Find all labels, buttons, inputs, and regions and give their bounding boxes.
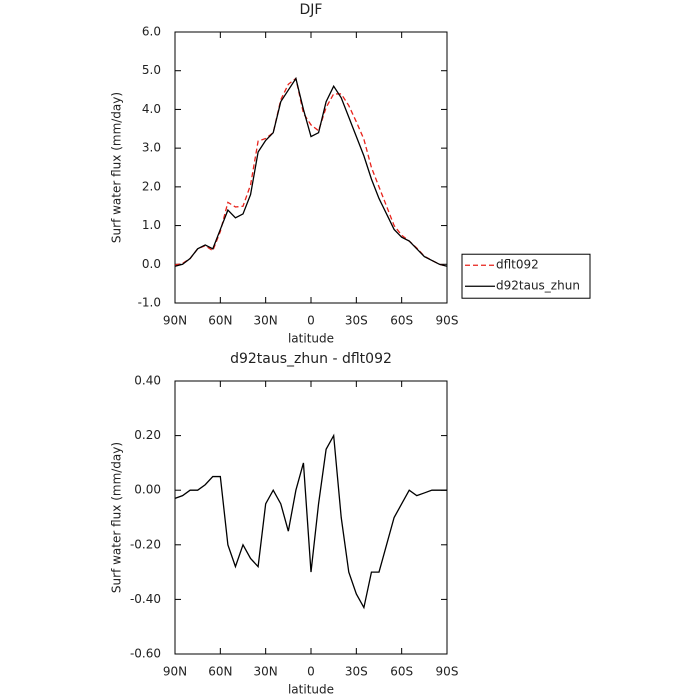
chart-title: DJF <box>300 2 323 18</box>
chart-title: d92taus_zhun - dflt092 <box>230 351 392 367</box>
y-tick-label: 5.0 <box>142 63 161 77</box>
y-tick-label: -0.60 <box>130 647 161 661</box>
y-tick-label: 2.0 <box>142 179 161 193</box>
x-tick-label: 0 <box>307 314 315 328</box>
x-axis-label: latitude <box>288 683 334 697</box>
x-tick-label: 90N <box>163 314 187 328</box>
data-line <box>174 433 447 610</box>
x-tick-label: 60S <box>390 665 413 679</box>
x-tick-label: 30S <box>345 665 368 679</box>
y-tick-label: 6.0 <box>142 25 161 39</box>
x-tick-label: 60N <box>208 314 232 328</box>
data-line <box>174 76 448 267</box>
x-tick-label: 90N <box>163 665 187 679</box>
x-tick-label: 30N <box>254 314 278 328</box>
y-axis-label: Surf water flux (mm/day) <box>110 92 124 243</box>
x-tick-label: 30N <box>254 665 278 679</box>
y-tick-label: 3.0 <box>142 141 161 155</box>
plot-frame <box>174 31 448 304</box>
x-tick-label: 90S <box>436 665 459 679</box>
x-tick-label: 30S <box>345 314 368 328</box>
y-tick-label: 0.20 <box>134 428 161 442</box>
legend-label: dflt092 <box>496 258 539 272</box>
y-tick-label: -0.40 <box>130 592 161 606</box>
legend-box <box>461 253 591 299</box>
x-tick-label: 60N <box>208 665 232 679</box>
x-axis-label: latitude <box>288 332 334 346</box>
x-tick-label: 90S <box>436 314 459 328</box>
y-tick-label: 0.00 <box>134 483 161 497</box>
x-tick-label: 0 <box>307 665 315 679</box>
y-tick-label: -0.20 <box>130 537 161 551</box>
y-tick-label: 0.0 <box>142 257 161 271</box>
y-tick-label: 4.0 <box>142 102 161 116</box>
plot-frame <box>174 380 448 655</box>
data-line <box>174 77 448 267</box>
y-axis-label: Surf water flux (mm/day) <box>110 442 124 593</box>
x-tick-label: 60S <box>390 314 413 328</box>
y-tick-label: 1.0 <box>142 218 161 232</box>
legend-label: d92taus_zhun <box>496 279 580 293</box>
y-tick-label: 0.40 <box>134 374 161 388</box>
y-tick-label: -1.0 <box>138 296 161 310</box>
